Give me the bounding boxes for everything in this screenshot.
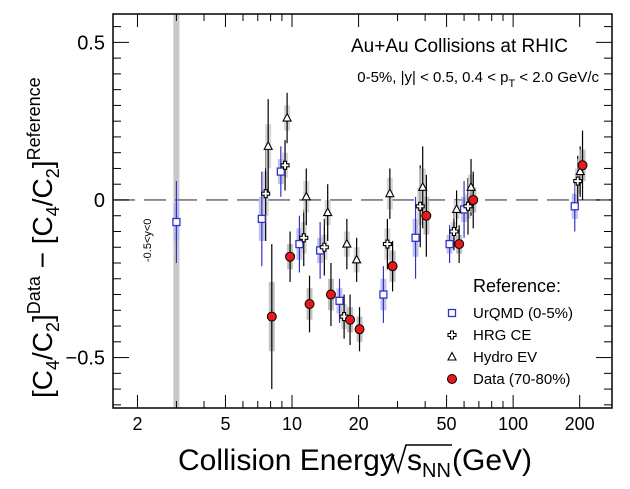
- legend-marker-hrg: [447, 330, 457, 340]
- x-tick-label: 2: [132, 414, 142, 434]
- marker-hydro: [451, 203, 462, 213]
- marker-hydro: [466, 181, 476, 191]
- marker-data: [577, 160, 588, 171]
- y-tick-label: 0.5: [77, 32, 105, 54]
- marker-hydro: [341, 238, 352, 248]
- x-tick-label: 5: [220, 414, 230, 434]
- marker-hrg: [319, 242, 329, 252]
- y-axis-label: [C4/C2]Data − [C4/C2]Reference: [24, 77, 63, 398]
- band-label: -0.5<y<0: [142, 219, 154, 262]
- marker-hrg: [573, 176, 583, 186]
- y-tick-label: 0: [94, 190, 105, 212]
- marker-hydro: [417, 181, 428, 191]
- sqrt-sign: [385, 444, 452, 475]
- marker-urqmd: [570, 202, 579, 211]
- subtitle-main: 0-5%, |y| < 0.5, 0.4 < p: [357, 69, 508, 86]
- legend-marker-data: [447, 374, 457, 384]
- marker-urqmd: [411, 233, 420, 242]
- marker-urqmd: [335, 296, 344, 305]
- marker-data: [387, 261, 398, 272]
- y-tick-label: −0.5: [66, 348, 105, 370]
- marker-data: [354, 324, 365, 335]
- subtitle-sub: T: [508, 78, 515, 90]
- marker-data: [421, 210, 432, 221]
- marker-hrg: [382, 239, 392, 249]
- legend-label-data: Data (70-80%): [473, 371, 571, 388]
- marker-urqmd: [445, 239, 454, 249]
- x-tick-label: 20: [349, 414, 369, 434]
- legend-title: Reference:: [473, 276, 561, 296]
- marker-hydro: [322, 206, 333, 217]
- marker-hydro: [263, 140, 274, 150]
- marker-data: [345, 314, 356, 325]
- x-label-s: sNN: [407, 444, 451, 482]
- marker-hrg: [463, 201, 473, 211]
- x-label-sub: NN: [422, 460, 451, 482]
- legend-label-hydro: Hydro EV: [473, 349, 537, 366]
- marker-urqmd: [172, 217, 181, 227]
- marker-data: [325, 289, 336, 300]
- marker-data: [304, 298, 315, 309]
- marker-hydro: [575, 165, 586, 176]
- marker-data: [285, 251, 296, 262]
- marker-hrg: [261, 189, 271, 199]
- marker-urqmd: [295, 239, 304, 249]
- x-tick-label: 50: [437, 414, 457, 434]
- x-label-pre: Collision Energy: [178, 444, 395, 477]
- legend-marker-hydro: [447, 351, 457, 361]
- marker-urqmd: [379, 290, 388, 299]
- marker-hrg: [415, 201, 425, 211]
- marker-hydro: [301, 191, 312, 201]
- x-tick-label: 100: [498, 414, 528, 434]
- legend-marker-urqmd: [447, 308, 457, 318]
- subtitle-tail: < 2.0 GeV/c: [515, 69, 599, 86]
- legend: Reference: UrQMD (0-5%) HRG CE Hydro EV …: [447, 276, 573, 388]
- x-tick-label: 10: [282, 414, 302, 434]
- legend-label-hrg: HRG CE: [473, 327, 531, 344]
- marker-hrg: [280, 160, 290, 170]
- chart-subtitle: 0-5%, |y| < 0.5, 0.4 < pT < 2.0 GeV/c: [357, 69, 599, 90]
- marker-hrg: [299, 233, 309, 243]
- marker-hydro: [384, 187, 395, 198]
- marker-hydro: [351, 254, 362, 264]
- marker-urqmd: [276, 167, 285, 176]
- legend-label-urqmd: UrQMD (0-5%): [473, 305, 573, 322]
- marker-data: [468, 194, 479, 205]
- marker-data: [454, 239, 465, 250]
- marker-hydro: [282, 112, 293, 122]
- marker-urqmd: [257, 214, 266, 224]
- marker-data: [266, 311, 277, 322]
- marker-hrg: [449, 226, 459, 237]
- chart-title: Au+Au Collisions at RHIC: [351, 36, 568, 57]
- x-label-post: (GeV): [452, 444, 532, 477]
- x-tick-label: 200: [565, 414, 595, 434]
- x-axis-label: Collision Energy: [178, 444, 395, 477]
- plot-frame: [112, 13, 613, 409]
